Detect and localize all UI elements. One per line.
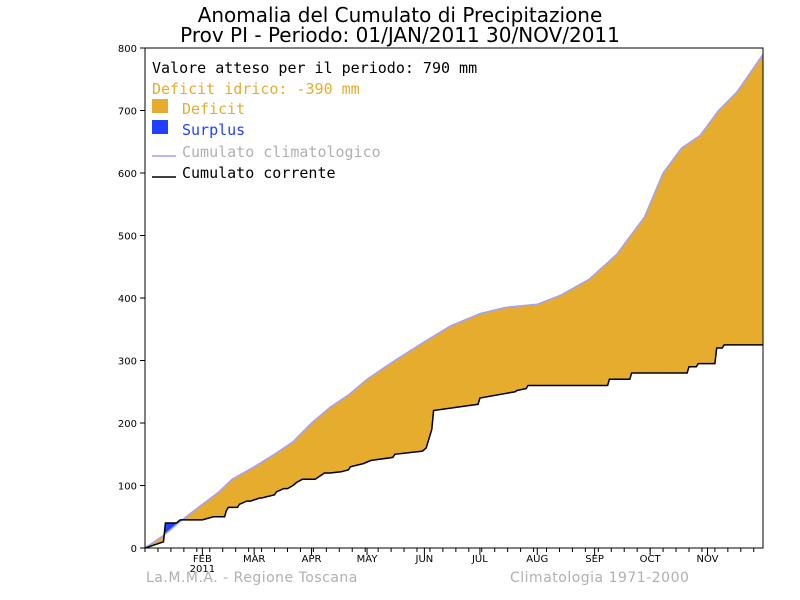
x-month-label: APR [302, 554, 322, 565]
x-month-label: JUL [471, 554, 488, 565]
legend-surplus-swatch [152, 120, 168, 134]
legend-current-label: Cumulato corrente [182, 164, 336, 182]
y-tick-label: 0 [131, 544, 137, 555]
legend-expected-value: Valore atteso per il periodo: 790 mm [152, 59, 477, 77]
y-tick-label: 500 [118, 232, 137, 243]
y-tick-label: 200 [118, 419, 137, 430]
x-month-label: SEP [585, 554, 604, 565]
legend-deficit-swatch [152, 99, 168, 113]
legend-climatological-label: Cumulato climatologico [182, 143, 381, 161]
chart-title-line1: Anomalia del Cumulato di Precipitazione [197, 3, 603, 27]
y-tick-label: 700 [118, 107, 137, 118]
footer-credit: La.M.M.A. - Regione Toscana [146, 570, 358, 586]
x-month-label: NOV [696, 554, 718, 565]
climatological-line [144, 53, 764, 549]
legend-deficit-summary: Deficit idrico: -390 mm [152, 80, 360, 98]
legend-deficit-label: Deficit [182, 100, 245, 118]
footer-climatology: Climatologia 1971-2000 [510, 570, 690, 586]
y-tick-label: 100 [118, 482, 137, 493]
y-tick-label: 400 [118, 294, 137, 305]
x-month-label: FEB [193, 554, 212, 565]
x-month-label: OCT [640, 554, 662, 565]
y-tick-label: 300 [118, 357, 137, 368]
chart-title-line2: Prov PI - Periodo: 01/JAN/2011 30/NOV/20… [180, 23, 620, 47]
x-month-label: MAR [243, 554, 265, 565]
x-month-label: MAY [357, 554, 379, 565]
x-month-label: AUG [526, 554, 548, 565]
y-tick-label: 600 [118, 169, 137, 180]
legend-surplus-label: Surplus [182, 121, 245, 139]
current-line [144, 344, 763, 549]
y-tick-label: 800 [118, 44, 137, 55]
x-year-label: 2011 [190, 564, 215, 575]
deficit-area [145, 54, 763, 549]
x-month-label: JUN [415, 554, 434, 565]
